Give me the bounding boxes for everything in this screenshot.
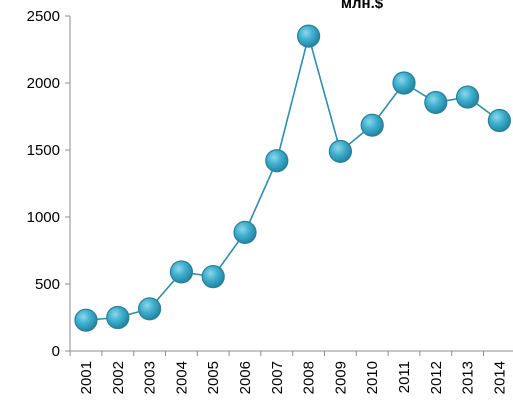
x-tick-label: 2013: [460, 361, 477, 394]
x-tick-label: 2010: [364, 361, 381, 394]
x-tick-label: 2008: [301, 361, 318, 394]
data-point: [328, 139, 352, 163]
x-tick-label: 2005: [205, 361, 222, 394]
data-point: [424, 90, 448, 115]
x-tick-label: 2001: [78, 361, 95, 394]
y-tick-label: 0: [52, 343, 60, 360]
data-point: [360, 113, 384, 137]
data-point: [138, 297, 162, 321]
data-point: [201, 265, 225, 289]
data-point: [487, 108, 511, 133]
y-tick-label: 1500: [27, 142, 60, 159]
x-tick-label: 2014: [491, 361, 508, 394]
x-tick-label: 2012: [428, 361, 445, 394]
data-point: [265, 149, 289, 173]
x-tick-label: 2002: [110, 361, 127, 394]
data-point: [106, 305, 130, 330]
x-tick-label: 2011: [396, 361, 413, 393]
data-point: [297, 24, 321, 48]
x-tick-label: 2006: [237, 361, 254, 394]
y-tick-label: 500: [35, 276, 60, 293]
data-point: [392, 71, 416, 95]
series-line: [85, 32, 500, 321]
data-point: [74, 308, 98, 332]
data-point: [169, 260, 193, 284]
data-point: [233, 220, 257, 245]
x-tick-label: 2004: [173, 361, 190, 394]
y-tick-label: 1000: [27, 209, 60, 226]
y-tick-label: 2000: [27, 75, 60, 92]
data-point: [456, 85, 480, 109]
x-tick-label: 2003: [142, 361, 159, 394]
axes: 0 500 1000 1500 2000 2500 2001 2002 2003 2004 2005…: [27, 8, 513, 394]
x-tick-label: 2007: [269, 361, 286, 394]
x-tick-label: 2009: [332, 361, 349, 394]
y-tick-label: 2500: [27, 8, 60, 25]
chart-title: млн.$: [341, 0, 384, 12]
series-layer: [74, 24, 511, 332]
